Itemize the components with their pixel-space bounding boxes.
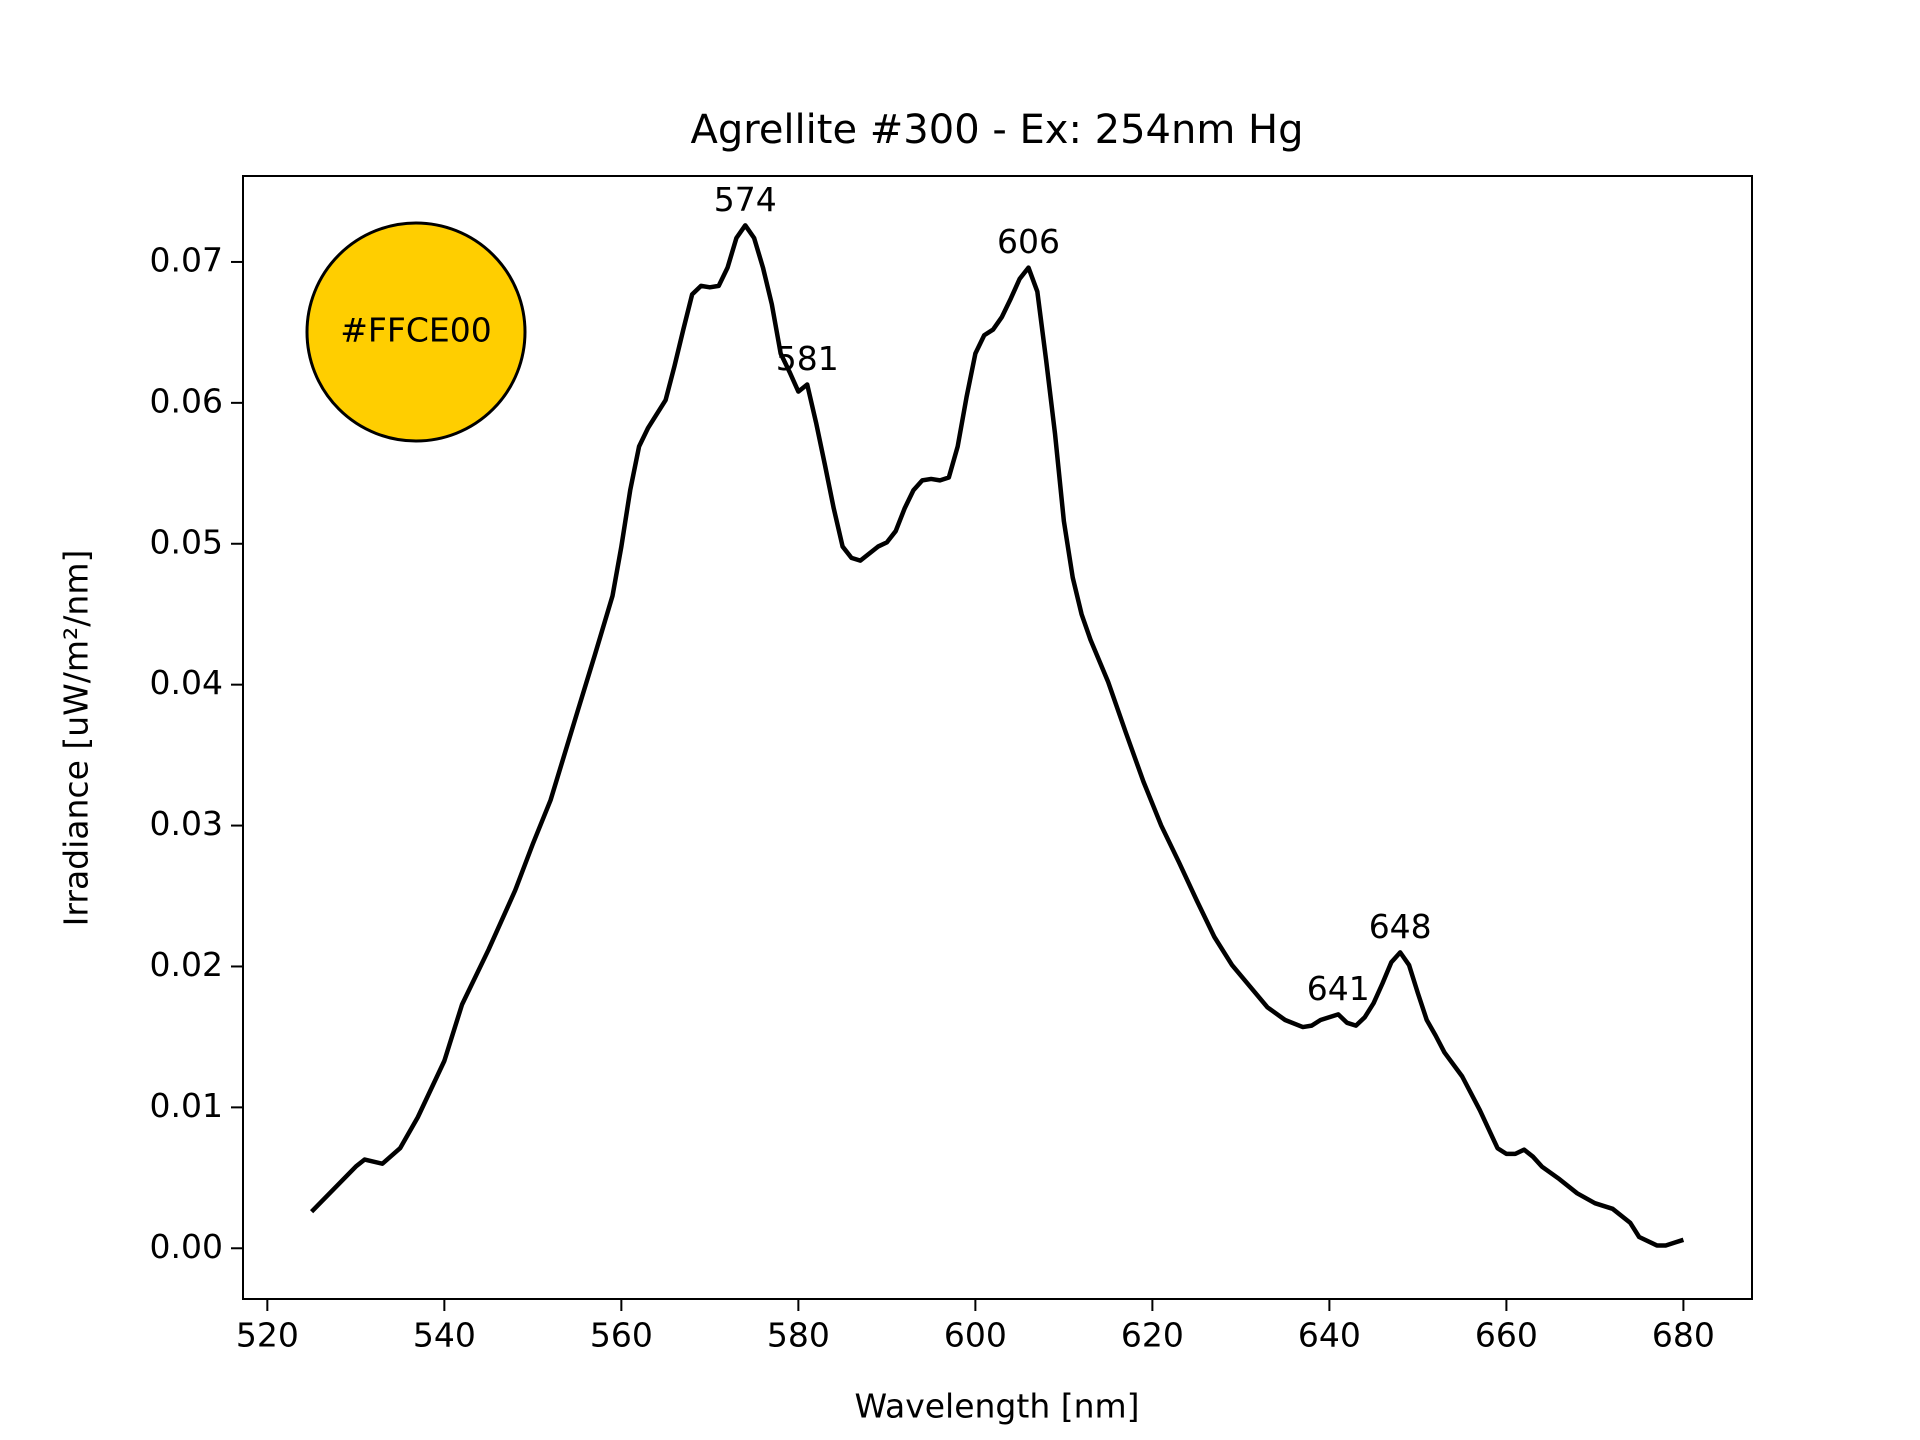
y-tick-label: 0.04 (150, 663, 223, 702)
peak-label: 648 (1369, 907, 1432, 946)
y-tick-label: 0.06 (150, 381, 223, 420)
y-tick-label: 0.02 (150, 945, 223, 984)
y-tick-label: 0.07 (150, 240, 223, 279)
color-swatch (305, 221, 527, 443)
plot-frame (242, 175, 1753, 1300)
x-axis-label: Wavelength [nm] (854, 1387, 1139, 1426)
y-axis-label: Irradiance [uW/m²/nm] (57, 550, 96, 927)
x-tick-label: 680 (1652, 1316, 1715, 1355)
peak-label: 574 (714, 180, 777, 219)
chart-title: Agrellite #300 - Ex: 254nm Hg (691, 107, 1304, 153)
peak-label: 581 (776, 339, 839, 378)
y-tick-label: 0.01 (150, 1086, 223, 1125)
x-tick-label: 640 (1298, 1316, 1361, 1355)
x-tick-label: 540 (413, 1316, 476, 1355)
x-tick-label: 560 (590, 1316, 653, 1355)
x-tick-label: 660 (1475, 1316, 1538, 1355)
peak-label: 641 (1307, 969, 1370, 1008)
x-tick-label: 600 (944, 1316, 1007, 1355)
x-tick-label: 580 (767, 1316, 830, 1355)
data-line (309, 223, 1685, 1248)
y-tick-label: 0.03 (150, 804, 223, 843)
y-tick-label: 0.05 (150, 522, 223, 561)
peak-label: 606 (997, 222, 1060, 261)
x-tick-label: 520 (236, 1316, 299, 1355)
x-tick-label: 620 (1121, 1316, 1184, 1355)
y-tick-label: 0.00 (150, 1227, 223, 1266)
swatch-label: #FFCE00 (340, 311, 492, 350)
